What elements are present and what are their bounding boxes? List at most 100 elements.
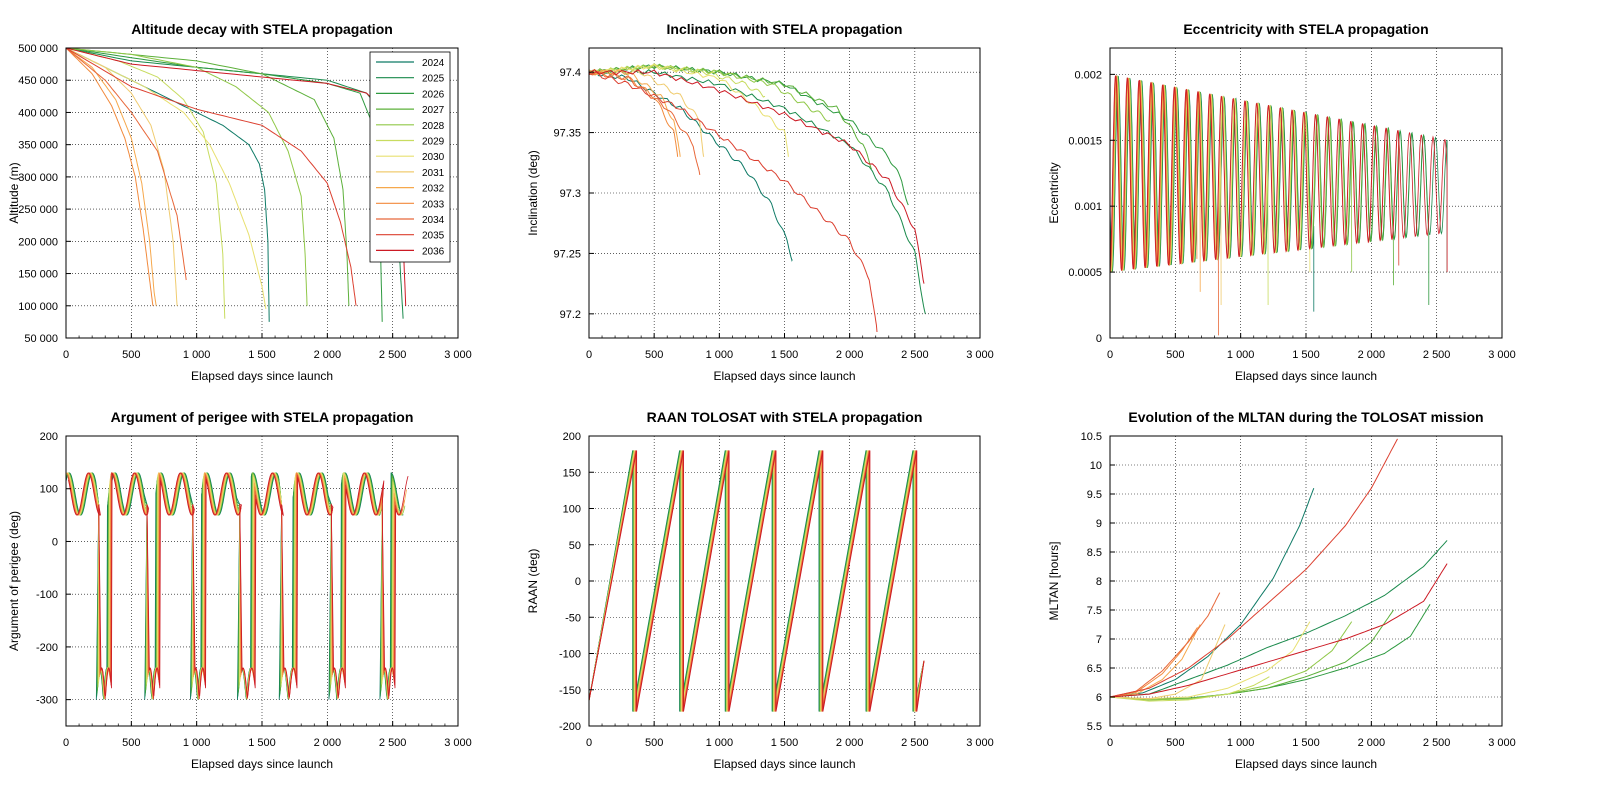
y-tick-label: -50 [565, 612, 581, 624]
y-tick-label: 10 [1090, 460, 1102, 472]
y-tick-label: 200 [563, 431, 581, 443]
x-tick-label: 0 [63, 349, 69, 361]
chart-title: Evolution of the MLTAN during the TOLOSA… [1128, 409, 1483, 425]
y-tick-label: 10.5 [1081, 431, 1102, 443]
x-tick-label: 2 000 [1358, 737, 1386, 749]
series-line-2035 [589, 71, 878, 333]
x-tick-label: 500 [122, 737, 140, 749]
series-line-2027 [589, 450, 925, 712]
x-tick-label: 2 500 [901, 349, 929, 361]
series-line-2036 [68, 472, 409, 698]
series-line-2036 [589, 69, 925, 284]
legend-entry: 2028 [422, 121, 445, 132]
legend-entry: 2034 [422, 215, 445, 226]
y-tick-label: 0.0015 [1068, 135, 1102, 147]
series-line-2026 [66, 472, 400, 700]
x-tick-label: 1 500 [1292, 349, 1320, 361]
legend-entry: 2032 [422, 184, 445, 195]
series-line-2029 [66, 48, 226, 319]
x-tick-label: 1 000 [183, 349, 211, 361]
series-line-2031 [66, 472, 399, 698]
x-tick-label: 1 500 [771, 737, 799, 749]
chart-2: Inclination with STELA propagation 0 500 1 … [526, 21, 994, 383]
y-tick-label: 100 [563, 504, 581, 516]
chart-1: Altitude decay with STELA propagation 0 50… [7, 21, 472, 383]
x-tick-label: 2 000 [1358, 349, 1386, 361]
y-axis-label: RAAN (deg) [526, 549, 540, 614]
y-tick-label: 5.5 [1087, 721, 1102, 733]
x-axis-label: Elapsed days since launch [191, 369, 333, 383]
legend-entry: 2036 [422, 246, 445, 257]
x-tick-label: 1 000 [1227, 349, 1255, 361]
y-tick-label: 0.001 [1074, 201, 1102, 213]
y-tick-label: 200 000 [18, 236, 58, 248]
x-tick-label: 2 500 [379, 737, 407, 749]
series-line-2035 [1110, 438, 1398, 698]
x-tick-label: 0 [63, 737, 69, 749]
series-line-2029 [589, 63, 766, 98]
series-line-2033 [66, 48, 154, 306]
y-tick-label: -150 [559, 685, 581, 697]
series-line-2026 [66, 48, 383, 322]
series-line-2028 [1110, 621, 1353, 701]
series-line-2030 [66, 48, 267, 310]
y-tick-label: 6.5 [1087, 663, 1102, 675]
y-tick-label: 8 [1096, 576, 1102, 588]
chart-3: Eccentricity with STELA propagation 0 500 1… [1047, 21, 1516, 383]
x-tick-label: 500 [1166, 737, 1184, 749]
series-line-2031 [1110, 624, 1226, 700]
y-axis-label: Argument of perigee (deg) [7, 511, 21, 651]
x-tick-label: 3 000 [966, 737, 994, 749]
x-tick-label: 1 500 [771, 349, 799, 361]
x-tick-label: 1 000 [1227, 737, 1255, 749]
plot-area [66, 471, 409, 700]
plot-area [589, 450, 925, 712]
legend-entry: 2025 [422, 74, 445, 85]
y-tick-label: 0 [1096, 333, 1102, 345]
x-tick-label: 2 000 [314, 349, 342, 361]
x-tick-label: 3 000 [966, 349, 994, 361]
y-tick-label: 150 000 [18, 269, 58, 281]
series-line-2036 [1110, 75, 1448, 273]
y-tick-label: 100 [40, 484, 58, 496]
y-tick-label: 9 [1096, 518, 1102, 530]
y-tick-label: 250 000 [18, 204, 58, 216]
legend: 2024 2025 2026 2027 2028 2029 2030 2031 2032 2033… [369, 51, 451, 263]
chart-6: Evolution of the MLTAN during the TOLOSA… [1047, 409, 1516, 771]
chart-title: Argument of perigee with STELA propagati… [111, 409, 414, 425]
series-line-2032 [1110, 624, 1201, 698]
x-tick-label: 2 500 [1423, 737, 1451, 749]
y-tick-label: -200 [559, 721, 581, 733]
x-tick-label: 0 [586, 737, 592, 749]
y-tick-label: -100 [559, 649, 581, 661]
chart-title: Altitude decay with STELA propagation [131, 21, 393, 37]
x-tick-label: 1 000 [706, 349, 734, 361]
series-line-2036 [1110, 563, 1448, 698]
x-tick-label: 500 [645, 737, 663, 749]
x-axis-label: Elapsed days since launch [713, 369, 855, 383]
x-tick-label: 2 500 [901, 737, 929, 749]
y-axis-label: Eccentricity [1047, 162, 1061, 223]
y-tick-label: -300 [36, 695, 58, 707]
y-tick-label: 50 000 [24, 333, 58, 345]
x-tick-label: 2 500 [1423, 349, 1451, 361]
legend-entry: 2027 [422, 105, 445, 116]
x-tick-label: 1 000 [706, 737, 734, 749]
series-line-2032 [589, 69, 681, 157]
chart-title: RAAN TOLOSAT with STELA propagation [647, 409, 923, 425]
legend-entry: 2033 [422, 199, 445, 210]
series-line-2036 [589, 450, 925, 712]
y-tick-label: -200 [36, 642, 58, 654]
y-tick-label: 150 [563, 467, 581, 479]
x-tick-label: 1 000 [183, 737, 211, 749]
y-tick-label: -100 [36, 589, 58, 601]
y-axis-label: MLTAN [hours] [1047, 542, 1061, 621]
y-tick-label: 8.5 [1087, 547, 1102, 559]
y-tick-label: 0 [52, 536, 58, 548]
y-tick-label: 6 [1096, 692, 1102, 704]
series-line-2025 [1110, 540, 1448, 698]
legend-entry: 2026 [422, 89, 445, 100]
legend-entry: 2031 [422, 168, 445, 179]
y-tick-label: 7 [1096, 634, 1102, 646]
